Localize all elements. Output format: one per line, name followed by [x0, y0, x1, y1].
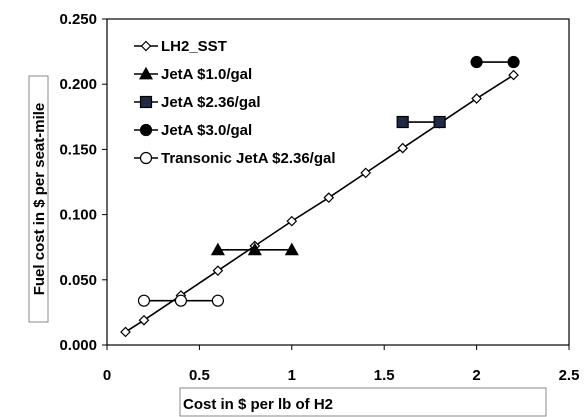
y-tick-label: 0.250: [59, 11, 97, 28]
legend-label: LH2_SST: [161, 38, 227, 55]
legend-item: JetA $3.0/gal: [134, 122, 252, 139]
x-axis: 0 0.5 1 1.5 2 2.5: [103, 345, 580, 384]
x-tick-label: 0.5: [189, 367, 210, 384]
legend-label: JetA $2.36/gal: [161, 94, 261, 111]
x-axis-title: Cost in $ per lb of H2: [183, 396, 333, 413]
legend-marker: [139, 95, 153, 109]
y-tick-label: 0.200: [59, 76, 97, 93]
data-point: [247, 242, 262, 256]
x-tick-label: 1: [288, 367, 296, 384]
legend-item: LH2_SST: [134, 38, 227, 55]
legend-marker: [138, 66, 154, 80]
series-4: [137, 294, 224, 307]
data-point: [360, 167, 372, 179]
data-point: [174, 294, 188, 307]
x-tick-label: 1.5: [374, 367, 395, 384]
x-tick-label: 2: [472, 367, 480, 384]
series-3: [470, 55, 520, 69]
legend-label: JetA $3.0/gal: [161, 122, 252, 139]
data-point: [471, 93, 482, 104]
data-point: [397, 142, 409, 154]
legend-label: JetA $1.0/gal: [161, 66, 252, 83]
data-point: [212, 265, 224, 277]
y-axis: 0.000 0.050 0.100 0.150 0.200 0.250: [59, 11, 107, 354]
series-2: [396, 115, 446, 129]
series-line: [125, 74, 514, 333]
legend-label: Transonic JetA $2.36/gal: [161, 150, 336, 167]
legend-marker: [139, 123, 153, 137]
data-point: [507, 55, 520, 69]
x-axis-title-box: [179, 387, 547, 417]
y-axis-title-box: [28, 75, 49, 323]
plot-area: [106, 18, 570, 346]
data-point: [138, 314, 150, 326]
data-point: [211, 294, 224, 307]
x-tick-label: 0: [103, 367, 111, 384]
legend: LH2_SST JetA $1.0/gal JetA $2.36/gal JetA $…: [134, 38, 336, 167]
legend-item: Transonic JetA $2.36/gal: [134, 150, 336, 167]
data-point: [323, 192, 335, 203]
legend-item: JetA $2.36/gal: [134, 94, 261, 111]
y-axis-title: Fuel cost in $ per seat-mile: [31, 103, 48, 296]
y-tick-label: 0.050: [59, 272, 97, 289]
data-point: [284, 242, 299, 256]
y-tick-label: 0.150: [59, 141, 97, 158]
data-point: [120, 326, 131, 338]
data-point: [470, 55, 483, 69]
series-layer: [120, 55, 520, 338]
series-1: [210, 242, 299, 256]
data-point: [137, 294, 151, 307]
data-point: [433, 115, 446, 129]
legend-marker: [140, 40, 152, 52]
y-tick-label: 0.100: [59, 207, 97, 224]
y-tick-label: 0.000: [59, 337, 97, 354]
data-point: [210, 242, 225, 256]
data-point: [286, 215, 298, 227]
legend-marker: [139, 151, 153, 165]
legend-item: JetA $1.0/gal: [134, 66, 252, 83]
data-point: [508, 69, 519, 81]
data-point: [396, 115, 409, 129]
x-tick-label: 2.5: [559, 367, 580, 384]
